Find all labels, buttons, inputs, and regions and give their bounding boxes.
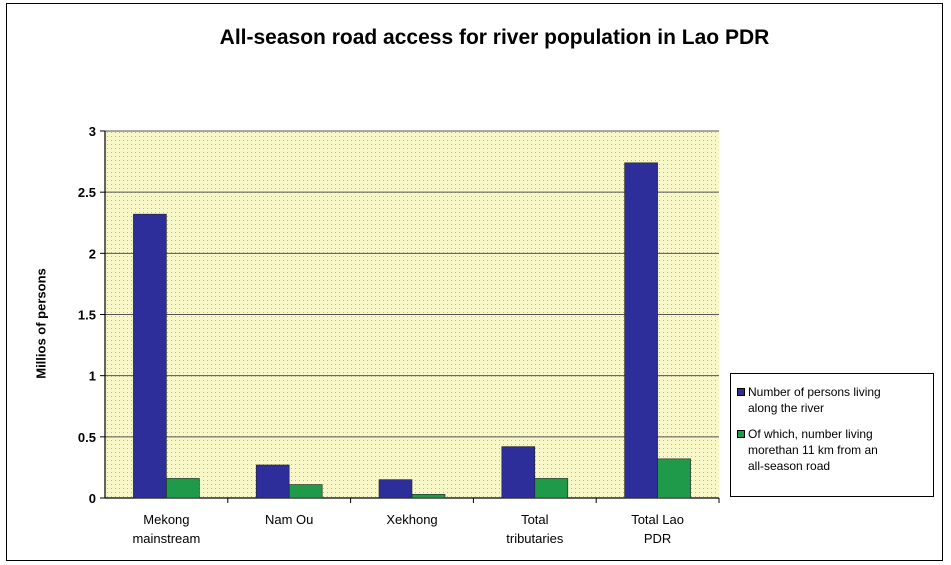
x-category-label: tributaries (506, 531, 564, 546)
y-tick-label: 2 (89, 246, 96, 261)
chart-frame: All-season road access for river populat… (6, 3, 943, 561)
bar-persons-along-river (378, 479, 413, 499)
bar-persons-along-river (133, 213, 167, 499)
bar-persons-along-river (501, 446, 536, 499)
bar-persons-far-from-road (288, 484, 323, 499)
bar-chart: 0 0.5 1 1.5 2 2.5 3 Mekong mainstream Nam Ou Xekho… (78, 124, 720, 546)
legend: Number of persons living along the river O… (730, 373, 934, 497)
legend-label: Of which, number living morethan 11 km fr… (748, 426, 878, 474)
x-category-label: mainstream (132, 531, 200, 546)
bar-persons-far-from-road (411, 494, 446, 499)
x-category-label: Mekong (143, 512, 189, 527)
y-tick-label: 1.5 (78, 308, 96, 323)
x-category-label: Nam Ou (265, 512, 313, 527)
x-category-label: PDR (644, 531, 671, 546)
legend-swatch (737, 388, 745, 396)
legend-label-line: Of which, number living (748, 427, 873, 441)
bar-persons-along-river (255, 464, 290, 499)
legend-label-line: all-season road (748, 459, 831, 473)
bar-persons-along-river (624, 162, 658, 499)
x-category-label: Total (521, 512, 549, 527)
legend-label-line: along the river (748, 401, 825, 415)
y-tick-label: 0.5 (78, 430, 96, 445)
bar-persons-far-from-road (534, 478, 569, 499)
chart-title: All-season road access for river populat… (219, 26, 770, 49)
bar-persons-far-from-road (657, 458, 691, 499)
y-tick-label: 1 (89, 369, 96, 384)
x-category-label: Xekhong (386, 512, 437, 527)
legend-item: Of which, number living morethan 11 km fr… (737, 426, 927, 474)
y-tick-label: 3 (89, 124, 96, 139)
legend-item: Number of persons living along the river (737, 384, 927, 416)
y-tick-label: 2.5 (78, 185, 96, 200)
legend-label-line: morethan 11 km from an (748, 443, 878, 457)
legend-swatch (737, 430, 745, 438)
x-category-label: Total Lao (631, 512, 684, 527)
bar-persons-far-from-road (166, 478, 200, 499)
legend-label: Number of persons living along the river (748, 384, 881, 416)
y-tick-label: 0 (89, 491, 96, 506)
legend-label-line: Number of persons living (748, 385, 881, 399)
